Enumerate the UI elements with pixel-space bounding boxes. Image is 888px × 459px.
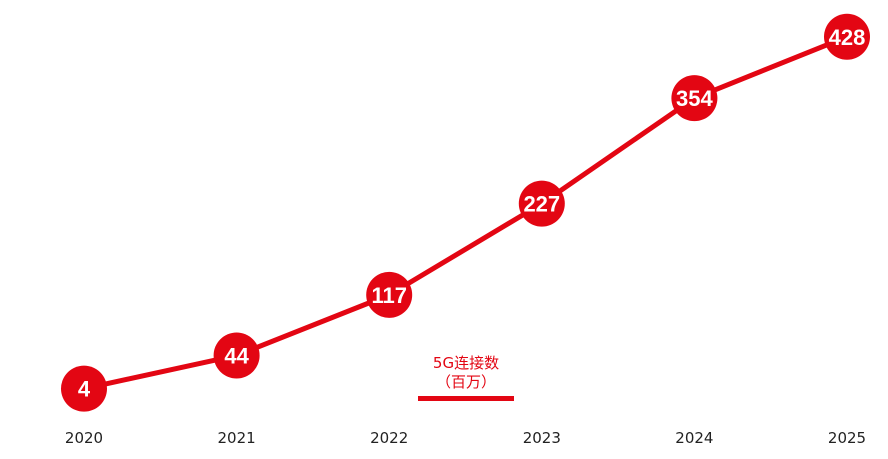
x-tick-label-2024: 2024 — [675, 429, 713, 447]
data-point-2020 — [61, 365, 107, 412]
data-label-2023: 227 — [523, 192, 560, 217]
legend-label-line-1: 5G连接数 — [433, 354, 499, 372]
data-point-2025 — [824, 13, 870, 60]
data-point-2023 — [518, 180, 565, 227]
legend-swatch — [418, 396, 514, 401]
data-label-2021: 44 — [224, 343, 249, 368]
data-point-2021 — [213, 332, 260, 379]
x-tick-label-2023: 2023 — [523, 429, 561, 447]
data-label-2024: 354 — [676, 86, 713, 111]
legend: 5G连接数 （百万） — [418, 354, 514, 401]
x-axis-tick-labels: 2020 2021 2022 2023 2024 2025 — [65, 429, 866, 447]
data-point-2022 — [366, 271, 413, 318]
x-tick-label-2025: 2025 — [828, 429, 866, 447]
legend-label-line-2: （百万） — [436, 373, 496, 391]
x-tick-label-2021: 2021 — [218, 429, 256, 447]
series-line-5g-connections — [81, 34, 850, 392]
x-tick-label-2022: 2022 — [370, 429, 408, 447]
data-label-2025: 428 — [829, 25, 866, 50]
data-label-2020: 4 — [78, 377, 91, 402]
x-tick-label-2020: 2020 — [65, 429, 103, 447]
data-label-2022: 117 — [371, 283, 407, 308]
data-point-2024 — [671, 75, 718, 122]
